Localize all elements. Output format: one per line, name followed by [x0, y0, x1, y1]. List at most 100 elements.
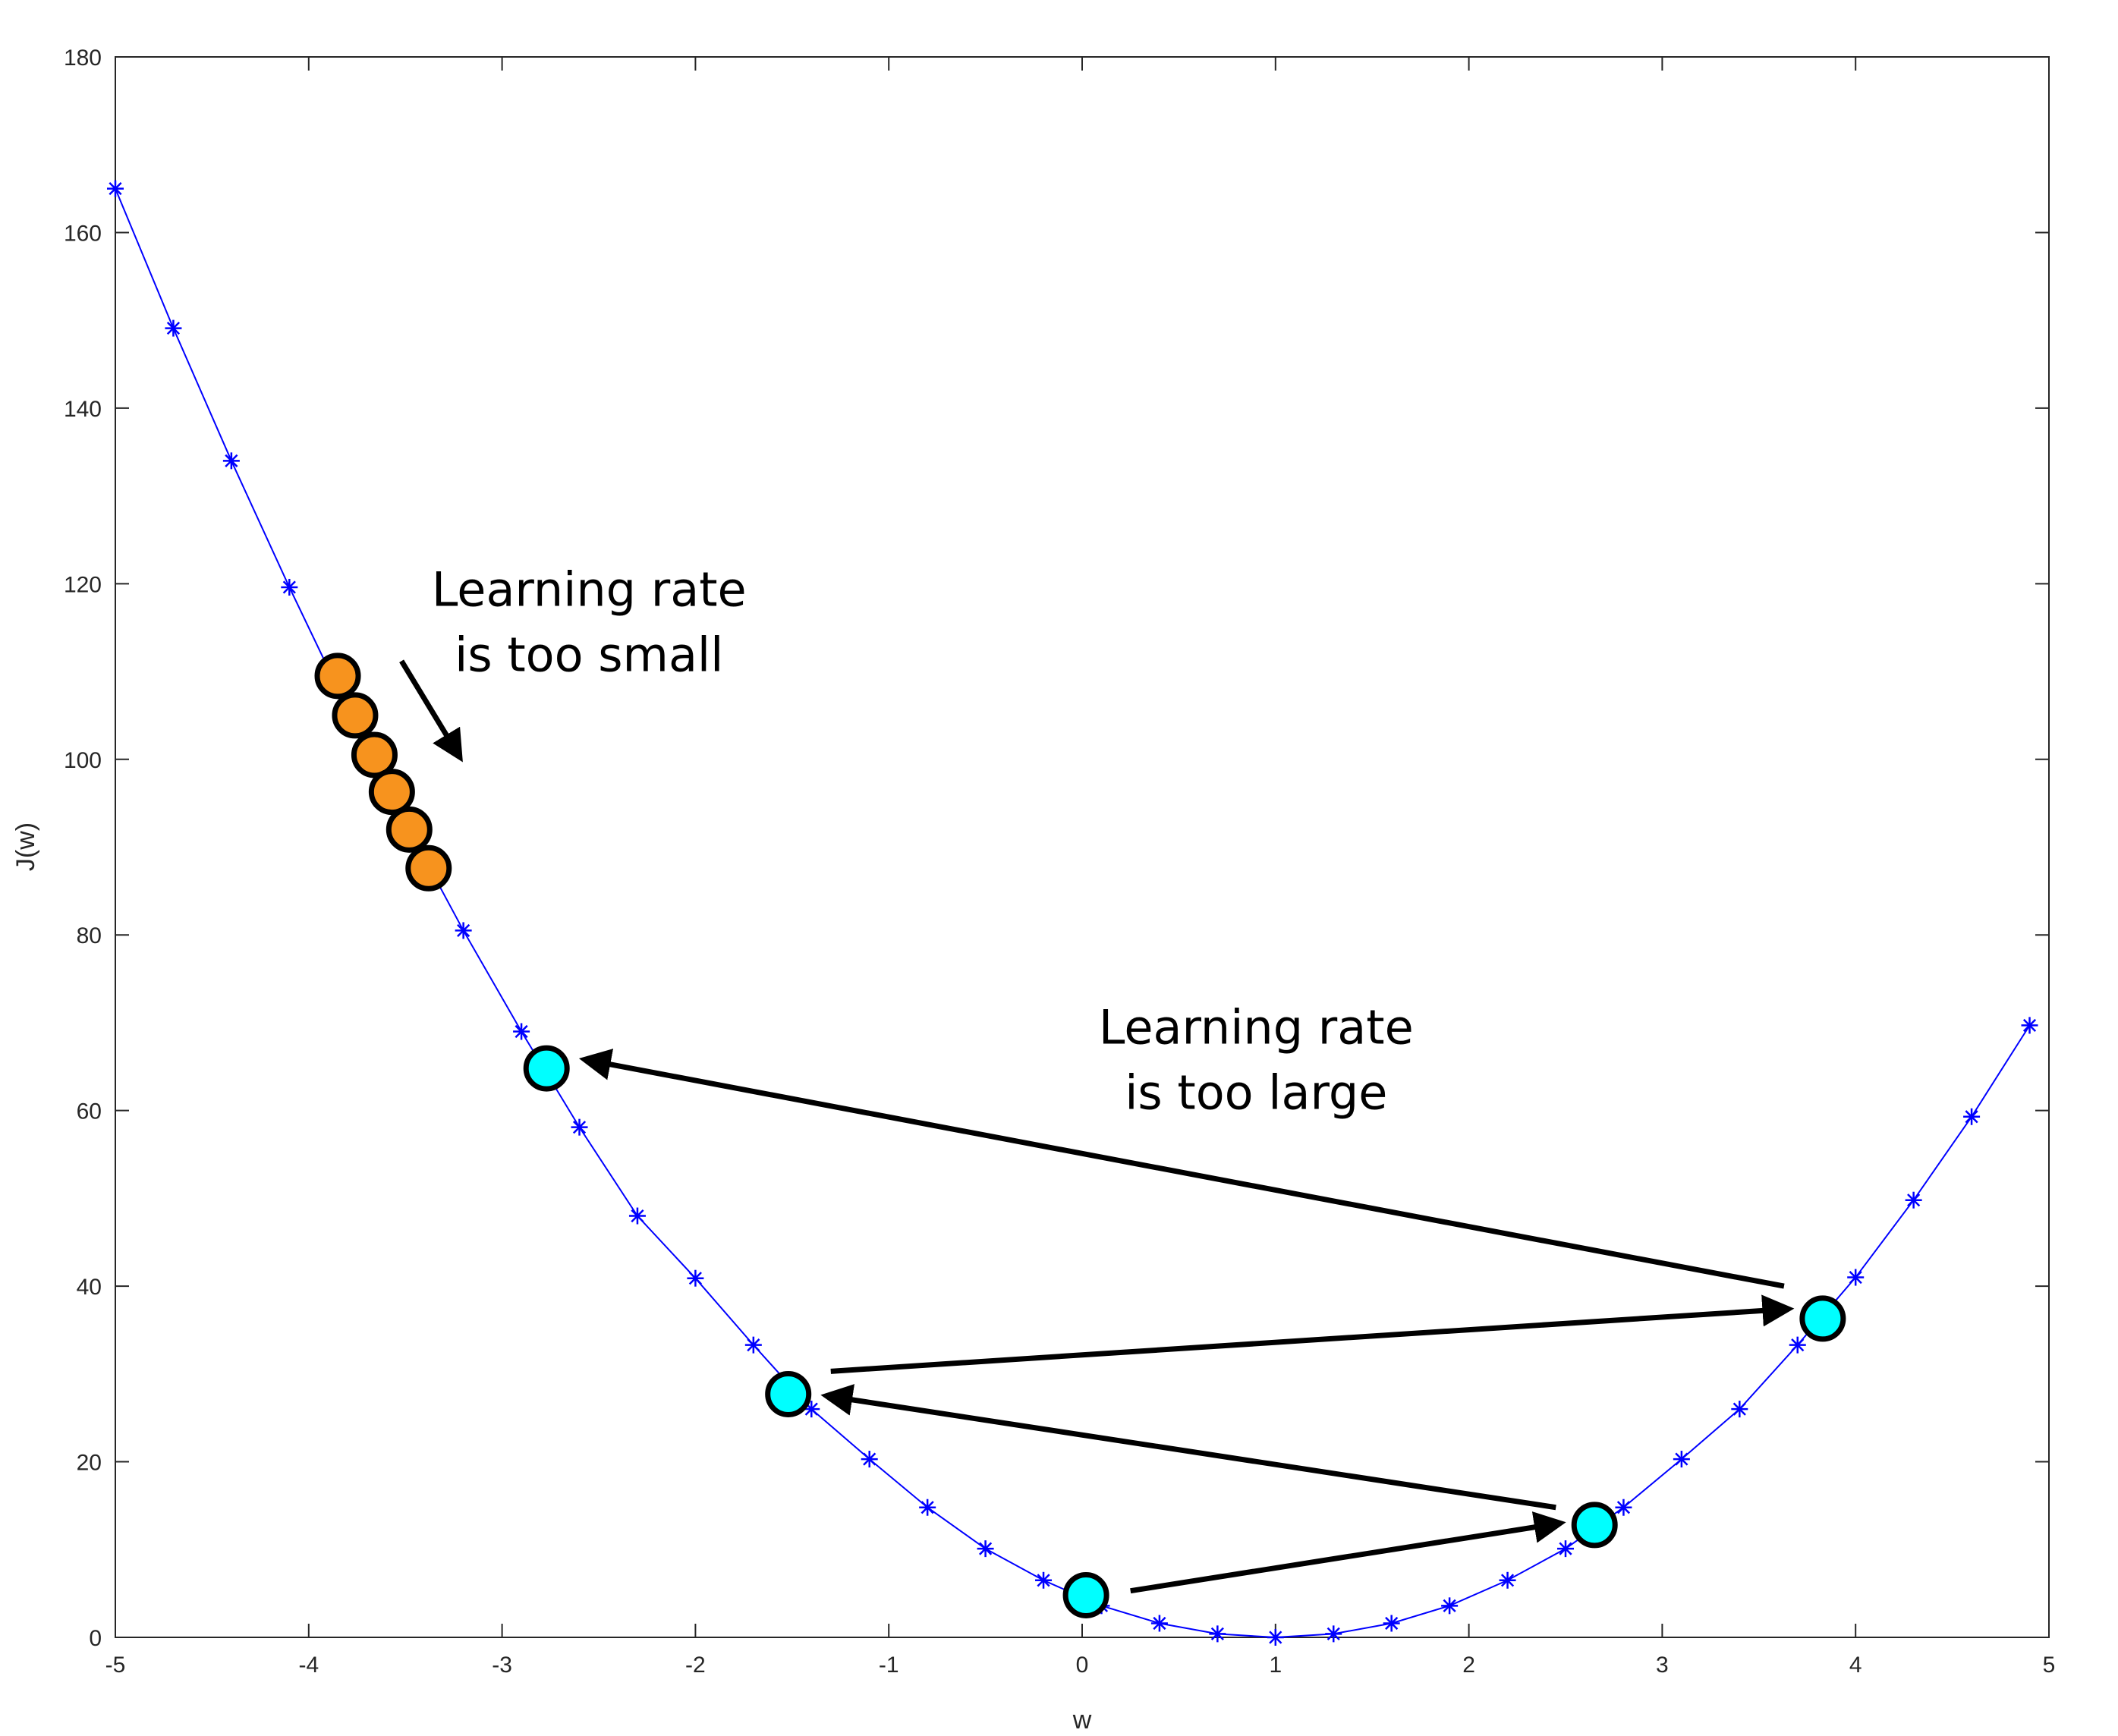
asterisk-stroke: [863, 1452, 876, 1466]
asterisk-stroke: [747, 1338, 760, 1352]
x-tick-label: 1: [1269, 1653, 1282, 1678]
curve-point: [222, 452, 240, 470]
large-step-point: [1571, 1502, 1618, 1549]
asterisk-stroke: [1443, 1599, 1456, 1612]
curve-point: [107, 180, 124, 197]
curve-point: [744, 1336, 762, 1354]
asterisk-stroke: [1559, 1542, 1572, 1555]
curve-point: [919, 1499, 936, 1516]
asterisk-stroke: [979, 1542, 993, 1555]
asterisk-stroke: [1616, 1501, 1631, 1514]
curve-point: [628, 1207, 646, 1225]
y-tick-label: 80: [77, 923, 102, 948]
step-arrow: [399, 659, 463, 763]
asterisk-stroke: [631, 1209, 644, 1223]
asterisk-stroke: [457, 923, 470, 938]
y-tick-label: 180: [64, 46, 102, 71]
y-tick-label: 140: [64, 397, 102, 422]
large-step-point: [523, 1045, 570, 1092]
curve-point: [1499, 1571, 1516, 1589]
annotation-text: Learning rate is too small: [432, 561, 747, 682]
y-tick-label: 20: [77, 1451, 102, 1476]
curve-point: [455, 922, 472, 939]
curve-point: [1209, 1625, 1226, 1643]
asterisk-stroke: [166, 321, 181, 335]
y-tick-label: 60: [77, 1099, 102, 1124]
axis-ticks: -5 -4 -3 -2 -1 0 1 2 3 4 5 0 20 40 60 80 100 120 140 160 180: [64, 46, 2055, 1678]
y-tick-label: 100: [64, 748, 102, 773]
asterisk-stroke: [1037, 1574, 1050, 1587]
asterisk-stroke: [572, 1121, 587, 1134]
step-arrow: [820, 1384, 1556, 1511]
curve-point: [513, 1023, 530, 1040]
asterisk-stroke: [282, 580, 296, 594]
asterisk-stroke: [804, 1402, 818, 1416]
y-tick-label: 0: [89, 1626, 102, 1651]
asterisk-stroke: [1732, 1402, 1746, 1416]
step-arrows: [399, 659, 1795, 1594]
x-tick-label: 5: [2043, 1653, 2056, 1678]
small-step-point: [368, 769, 415, 816]
asterisk-stroke: [1849, 1270, 1862, 1285]
curve-point: [1905, 1191, 1922, 1209]
asterisk-stroke: [921, 1501, 934, 1514]
y-tick-label: 160: [64, 221, 102, 246]
curve-point: [1267, 1629, 1284, 1646]
asterisk-stroke: [1791, 1338, 1805, 1352]
annotation-line: is too large: [1125, 1065, 1387, 1121]
curve-point: [1150, 1615, 1168, 1632]
large-step-point: [765, 1370, 812, 1417]
curve-point: [1615, 1499, 1632, 1516]
asterisk-stroke: [1907, 1194, 1921, 1207]
small-step-point: [332, 692, 379, 739]
curve-point: [977, 1540, 994, 1558]
curve-point: [1847, 1269, 1865, 1286]
asterisk-stroke: [1327, 1627, 1340, 1640]
x-tick-label: -4: [298, 1653, 319, 1678]
y-tick-label: 120: [64, 572, 102, 597]
small-step-point: [314, 653, 361, 700]
x-tick-label: 0: [1076, 1653, 1089, 1678]
asterisk-stroke: [688, 1272, 702, 1285]
asterisk-stroke: [1385, 1616, 1399, 1631]
curve-point: [1035, 1571, 1053, 1589]
curve-point: [861, 1451, 878, 1468]
asterisk-stroke: [1269, 1631, 1282, 1644]
asterisk-stroke: [515, 1024, 528, 1039]
small-step-point: [405, 844, 452, 892]
annotation-line: is too small: [455, 627, 723, 682]
asterisk-stroke: [1210, 1627, 1224, 1640]
x-tick-label: 2: [1462, 1653, 1475, 1678]
x-axis-label: w: [1072, 1706, 1092, 1734]
curve-point: [1963, 1108, 1981, 1125]
y-tick-label: 40: [77, 1275, 102, 1300]
x-tick-label: -5: [105, 1653, 126, 1678]
curve-point: [1325, 1625, 1342, 1643]
large-step-point: [1799, 1295, 1846, 1342]
curve-point: [1673, 1451, 1690, 1468]
asterisk-stroke: [109, 181, 122, 196]
asterisk-stroke: [1153, 1616, 1166, 1631]
asterisk-stroke: [225, 454, 238, 467]
asterisk-stroke: [1500, 1574, 1515, 1587]
curve-point: [2021, 1017, 2038, 1034]
asterisk-stroke: [1675, 1452, 1688, 1466]
curve-point: [1731, 1401, 1748, 1418]
small-step-point: [386, 806, 433, 853]
curve-point: [1789, 1336, 1806, 1354]
step-arrow: [1130, 1511, 1566, 1594]
curve-point: [281, 578, 298, 596]
curve-point: [1383, 1615, 1400, 1632]
asterisk-stroke: [2022, 1018, 2037, 1032]
annotation-line: Learning rate: [432, 561, 747, 617]
x-tick-label: -3: [492, 1653, 512, 1678]
annotation-line: Learning rate: [1099, 1000, 1414, 1055]
curve-point: [687, 1269, 704, 1287]
x-tick-label: -2: [685, 1653, 706, 1678]
asterisk-stroke: [1965, 1110, 1978, 1124]
step-arrow: [830, 1294, 1795, 1374]
large-step-point: [1062, 1571, 1109, 1618]
x-tick-label: -1: [879, 1653, 899, 1678]
step-arrow: [578, 1049, 1785, 1289]
